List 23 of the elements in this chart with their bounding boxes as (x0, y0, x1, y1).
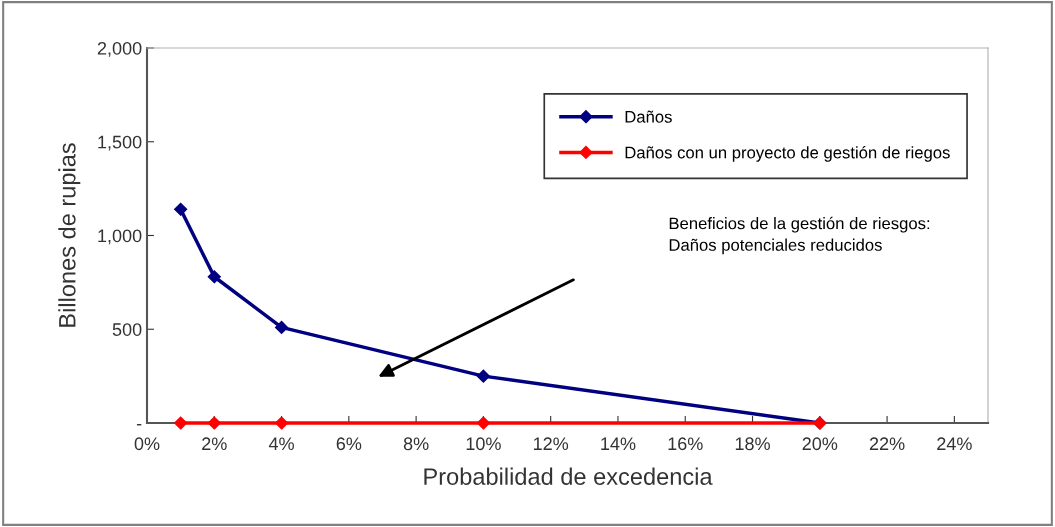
annotation: Beneficios de la gestión de riesgos: Daños potenciales reducidos (669, 216, 930, 255)
x-tick-label: 8% (403, 437, 429, 451)
x-tick-label: 0% (134, 437, 160, 451)
y-tick-label: - (136, 424, 142, 426)
x-tick-label: 12% (533, 437, 569, 451)
x-tick-label: 6% (336, 437, 362, 451)
legend-label: Daños (625, 110, 672, 123)
x-tick-label: 4% (268, 437, 294, 451)
x-tick-label: 24% (937, 437, 972, 451)
y-tick-label: 1,500 (98, 135, 142, 151)
y-tick-label: 1,000 (98, 229, 142, 245)
x-tick-label: 10% (466, 437, 501, 451)
x-tick-label: 2% (202, 437, 227, 451)
y-tick-label: 2,000 (97, 41, 142, 57)
x-tick-label: 14% (601, 437, 636, 451)
x-tick-label: 22% (869, 437, 905, 451)
y-tick-label: 500 (112, 323, 142, 336)
x-tick-label: 18% (735, 437, 770, 451)
y-axis-title: Billones de rupias (58, 143, 81, 327)
x-tick-label: 20% (802, 437, 838, 451)
x-tick-label: 16% (668, 437, 703, 451)
x-axis-title: Probabilidad de excedencia (424, 467, 713, 485)
legend-label: Daños con un proyecto de gestión de riegos (625, 146, 950, 162)
